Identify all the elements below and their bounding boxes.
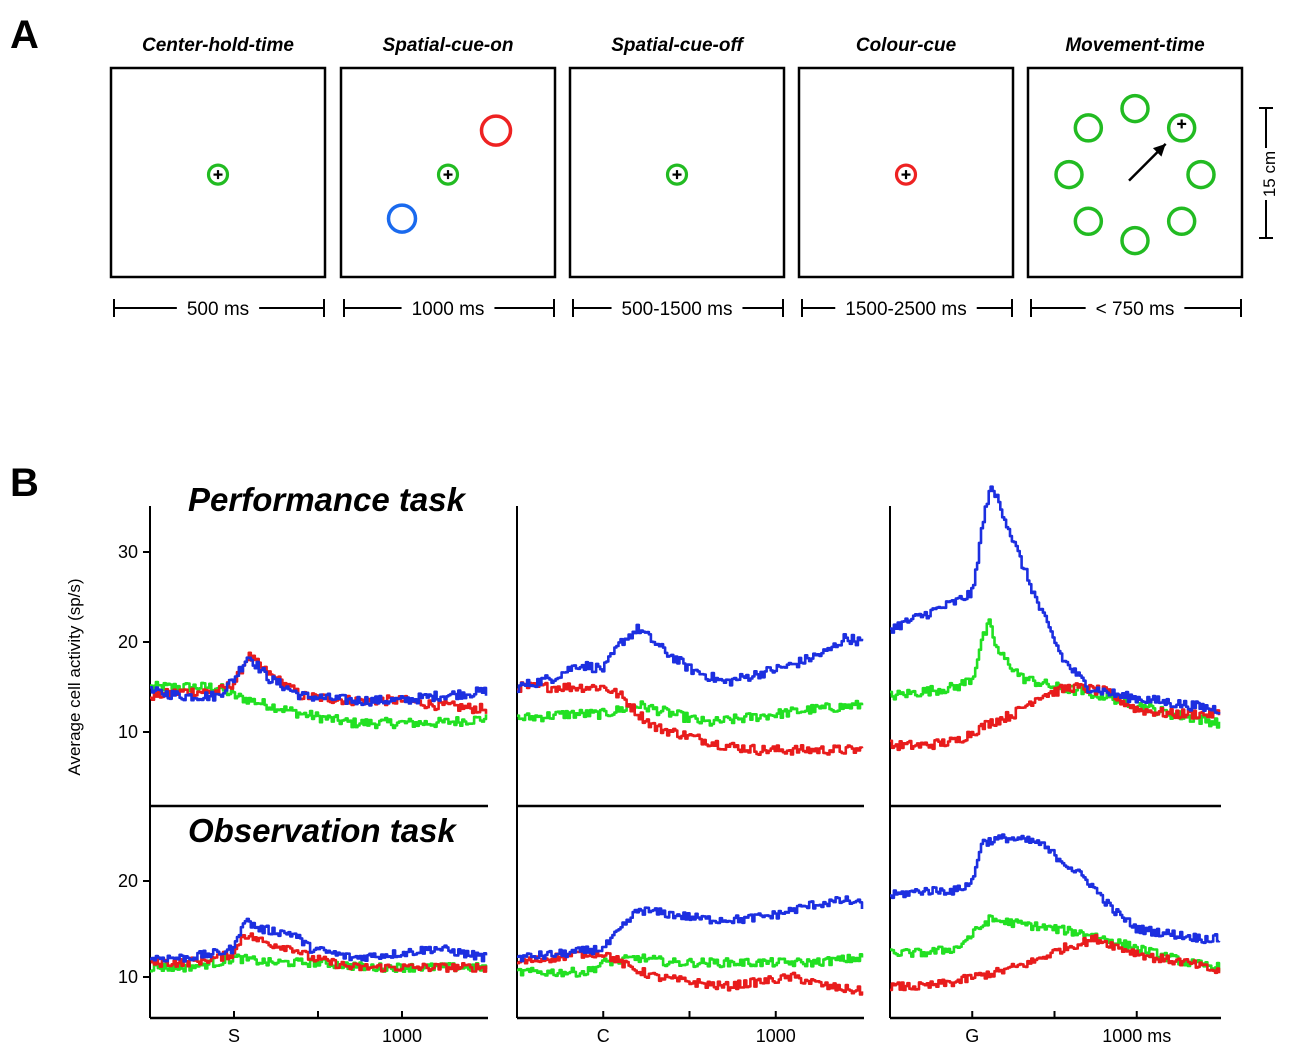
center-target-green-2 <box>665 163 689 186</box>
y-tick-label-0-0: 10 <box>118 722 138 742</box>
x-tick-label-1-0: C <box>597 1026 610 1046</box>
trace-blue-r1-c0 <box>150 917 488 963</box>
y-tick-label-1-1: 20 <box>118 871 138 891</box>
phase-box-0 <box>109 66 327 279</box>
x-tick-label-0-0: S <box>228 1026 240 1046</box>
phase-duration-1: 1000 ms <box>412 299 485 320</box>
trace-red-r0-c2 <box>890 682 1221 752</box>
trace-green-r1-c0 <box>150 953 488 973</box>
phase-title-0: Center-hold-time <box>142 35 294 56</box>
task-title-0: Performance task <box>188 481 467 518</box>
phase-duration-3: 1500-2500 ms <box>845 299 966 320</box>
scale-bar-gap <box>1256 148 1278 200</box>
trace-green-r1-c2 <box>890 914 1221 973</box>
trace-blue-r0-c1 <box>517 623 864 694</box>
phase-box-3 <box>797 66 1015 279</box>
y-tick-label-0-1: 20 <box>118 632 138 652</box>
trace-blue-r0-c0 <box>150 656 488 707</box>
y-tick-label-1-0: 10 <box>118 967 138 987</box>
x-tick-label-2-2: 1000 ms <box>1102 1026 1171 1046</box>
center-target-red <box>894 163 918 186</box>
spatial-cue-red <box>479 114 513 147</box>
panel-a-label: A <box>10 13 39 57</box>
trace-green-r1-c1 <box>517 953 864 978</box>
task-title-1: Observation task <box>188 812 457 849</box>
peripheral-target-7 <box>1073 113 1104 143</box>
trace-red-r0-c1 <box>517 681 864 756</box>
phase-duration-0: 500 ms <box>187 299 249 320</box>
center-target-green-1 <box>436 163 460 186</box>
peripheral-target-0 <box>1120 93 1150 124</box>
peripheral-target-5 <box>1073 206 1104 237</box>
phase-title-2: Spatial-cue-off <box>611 35 744 56</box>
trace-blue-r0-c2 <box>890 485 1221 715</box>
peripheral-target-1 <box>1166 113 1197 143</box>
phase-duration-4: < 750 ms <box>1096 299 1175 320</box>
y-tick-label-0-2: 30 <box>118 542 138 562</box>
trace-blue-r1-c1 <box>517 895 864 963</box>
trace-red-r1-c2 <box>890 933 1221 992</box>
phase-duration-2: 500-1500 ms <box>622 299 733 320</box>
phase-box-1 <box>339 66 557 279</box>
movement-arrow-head <box>1152 143 1166 157</box>
phase-panels: Center-hold-time 500 ms Spatial-cue-on 1000… <box>109 35 1244 320</box>
spatial-cue-blue <box>386 203 418 234</box>
trace-blue-r1-c2 <box>890 833 1221 945</box>
phase-title-3: Colour-cue <box>856 35 957 56</box>
peripheral-target-4 <box>1120 225 1150 256</box>
trace-red-r1-c0 <box>150 932 488 973</box>
trace-green-r0-c1 <box>517 699 864 727</box>
peripheral-target-6 <box>1054 159 1084 190</box>
scale-bar-label: 15 cm <box>1260 151 1279 197</box>
center-target-green-0 <box>206 163 230 186</box>
x-tick-label-2-0: G <box>965 1026 979 1046</box>
peripheral-target-3 <box>1166 206 1197 237</box>
scale-bar: 15 cm <box>1256 107 1279 239</box>
trace-red-r0-c0 <box>150 651 488 715</box>
x-tick-label-0-2: 1000 <box>382 1026 422 1046</box>
peripheral-target-2 <box>1186 159 1216 190</box>
phase-box-4 <box>1026 66 1244 279</box>
phase-box-2 <box>568 66 786 279</box>
trace-green-r0-c0 <box>150 680 488 730</box>
phase-title-1: Spatial-cue-on <box>383 35 514 56</box>
plot-grid: Performance task Observation task S 1000 C 10… <box>118 481 1221 1046</box>
phase-title-4: Movement-time <box>1065 35 1205 56</box>
y-axis-label: Average cell activity (sp/s) <box>65 578 84 775</box>
panel-b-label: B <box>10 461 39 505</box>
x-tick-label-1-2: 1000 <box>756 1026 796 1046</box>
